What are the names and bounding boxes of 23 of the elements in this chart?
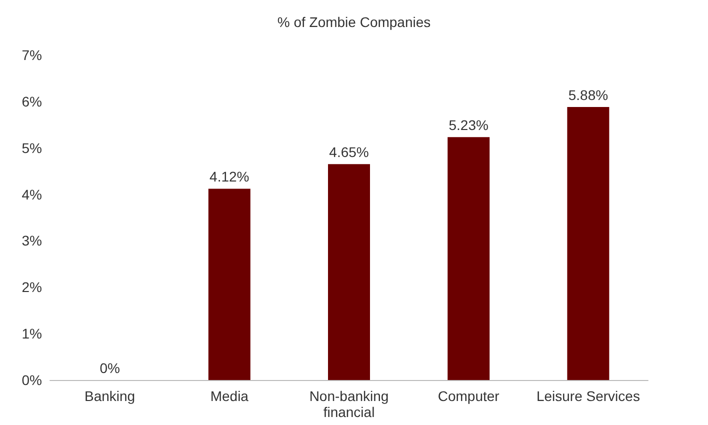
data-label: 4.12%	[210, 168, 250, 185]
x-tick-label: Media	[210, 388, 249, 404]
bar	[208, 188, 250, 380]
y-tick-label: 4%	[22, 186, 42, 202]
bar	[328, 164, 370, 380]
y-tick-label: 1%	[22, 326, 42, 342]
y-tick-label: 6%	[22, 93, 42, 110]
y-tick-label: 5%	[22, 140, 42, 156]
y-tick-label: 2%	[22, 279, 42, 296]
chart-title: % of Zombie Companies	[277, 14, 431, 30]
data-label: 5.23%	[448, 117, 488, 134]
data-label: 0%	[100, 360, 120, 376]
x-tick-label: Computer	[438, 388, 500, 404]
y-tick-label: 0%	[22, 372, 42, 388]
data-label: 4.65%	[329, 144, 369, 160]
bar	[567, 107, 610, 380]
bar	[448, 137, 490, 380]
x-tick-label: Leisure Services	[536, 388, 640, 404]
y-tick-label: 3%	[22, 232, 42, 249]
x-tick-label: Non-banking financial	[309, 388, 389, 420]
x-tick-label: Banking	[84, 388, 136, 404]
data-label: 5.88%	[568, 87, 608, 103]
y-tick-label: 7%	[22, 47, 42, 63]
